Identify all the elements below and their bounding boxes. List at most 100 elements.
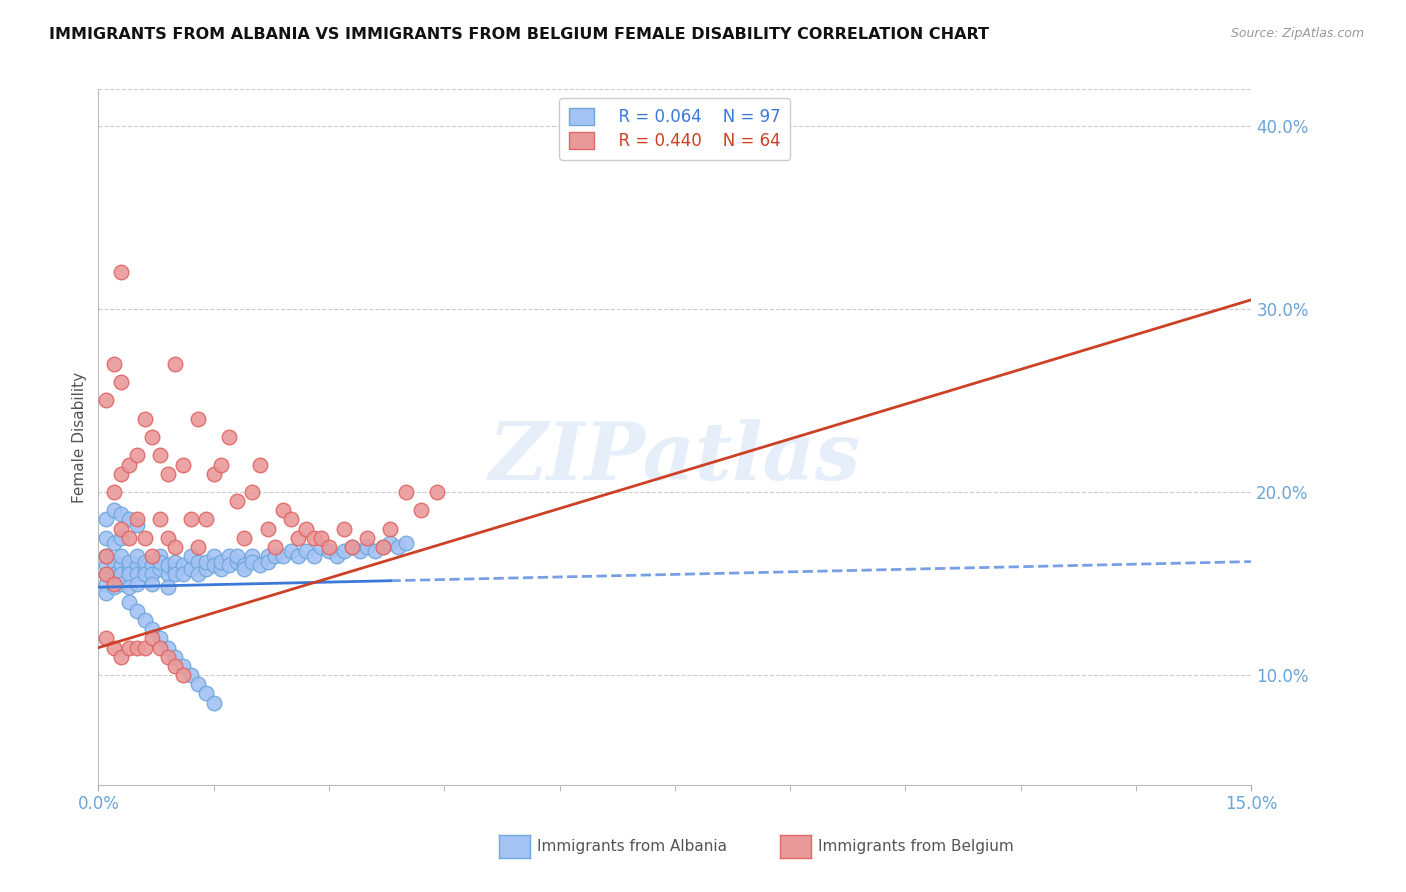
Point xyxy=(156,467,179,481)
Point xyxy=(103,485,125,500)
Point xyxy=(218,430,240,444)
Point xyxy=(280,543,302,558)
Point xyxy=(387,540,409,554)
Point xyxy=(156,567,179,582)
Point xyxy=(240,549,263,563)
Point xyxy=(333,543,356,558)
Point xyxy=(118,640,141,655)
Point xyxy=(149,549,172,563)
Point xyxy=(240,485,263,500)
Point xyxy=(311,531,333,545)
Point xyxy=(371,540,394,554)
Point xyxy=(180,668,202,682)
Text: Immigrants from Albania: Immigrants from Albania xyxy=(537,839,727,854)
Point xyxy=(118,595,141,609)
Point xyxy=(395,485,418,500)
Point xyxy=(180,512,202,526)
Point xyxy=(225,549,247,563)
Point xyxy=(149,562,172,576)
Point xyxy=(156,649,179,664)
Point xyxy=(118,567,141,582)
Point xyxy=(149,640,172,655)
Point xyxy=(110,567,132,582)
Point xyxy=(325,549,347,563)
Point xyxy=(371,540,394,554)
Legend:   R = 0.064    N = 97,   R = 0.440    N = 64: R = 0.064 N = 97, R = 0.440 N = 64 xyxy=(560,97,790,160)
Point xyxy=(118,555,141,569)
Point xyxy=(411,503,433,517)
Point xyxy=(103,640,125,655)
Point xyxy=(125,567,148,582)
Point xyxy=(271,503,294,517)
Point xyxy=(172,458,194,472)
Point xyxy=(149,512,172,526)
Point xyxy=(302,531,325,545)
Point xyxy=(156,531,179,545)
Point xyxy=(134,562,156,576)
Point xyxy=(249,558,271,573)
Point xyxy=(110,549,132,563)
Point xyxy=(380,522,402,536)
Point xyxy=(110,576,132,591)
Point xyxy=(134,567,156,582)
Point xyxy=(287,549,309,563)
Point xyxy=(172,558,194,573)
Point xyxy=(103,357,125,371)
Point xyxy=(165,540,187,554)
Point xyxy=(233,531,256,545)
Point xyxy=(94,576,117,591)
Point xyxy=(349,543,371,558)
Point xyxy=(125,576,148,591)
Point xyxy=(110,649,132,664)
Point xyxy=(165,567,187,582)
Point xyxy=(94,549,117,563)
Point xyxy=(302,549,325,563)
Point xyxy=(340,540,363,554)
Y-axis label: Female Disability: Female Disability xyxy=(72,371,87,503)
Point xyxy=(280,512,302,526)
Point xyxy=(209,458,232,472)
Point xyxy=(340,540,363,554)
Point xyxy=(141,623,163,637)
Point xyxy=(125,518,148,533)
Point xyxy=(240,555,263,569)
Point xyxy=(103,580,125,594)
Point xyxy=(134,555,156,569)
Point xyxy=(103,536,125,550)
Point xyxy=(103,567,125,582)
Point xyxy=(118,512,141,526)
Point xyxy=(287,531,309,545)
Point xyxy=(264,540,287,554)
Point xyxy=(256,555,278,569)
Point xyxy=(180,562,202,576)
Text: ZIPatlas: ZIPatlas xyxy=(489,419,860,497)
Point xyxy=(103,576,125,591)
Point xyxy=(187,567,209,582)
Point xyxy=(218,549,240,563)
Point xyxy=(225,555,247,569)
Point xyxy=(426,485,449,500)
Point xyxy=(125,449,148,463)
Point xyxy=(110,522,132,536)
Point xyxy=(187,677,209,691)
Point xyxy=(134,531,156,545)
Point xyxy=(165,555,187,569)
Point xyxy=(141,558,163,573)
Point xyxy=(118,562,141,576)
Point xyxy=(125,604,148,618)
Point xyxy=(264,549,287,563)
Point xyxy=(209,555,232,569)
Point xyxy=(141,549,163,563)
Point xyxy=(256,522,278,536)
Point xyxy=(141,430,163,444)
Point xyxy=(110,558,132,573)
Point xyxy=(395,536,418,550)
Point xyxy=(318,540,340,554)
Point xyxy=(125,640,148,655)
Text: IMMIGRANTS FROM ALBANIA VS IMMIGRANTS FROM BELGIUM FEMALE DISABILITY CORRELATION: IMMIGRANTS FROM ALBANIA VS IMMIGRANTS FR… xyxy=(49,27,990,42)
Point xyxy=(156,558,179,573)
Point xyxy=(118,531,141,545)
Point xyxy=(187,555,209,569)
Point xyxy=(118,458,141,472)
Point xyxy=(195,686,218,700)
